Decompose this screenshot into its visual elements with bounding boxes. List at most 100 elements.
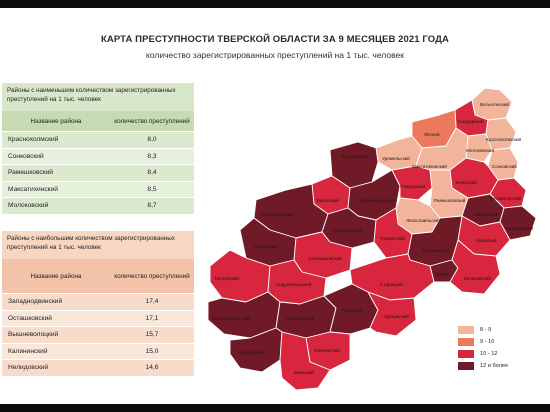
label-rzhevsky: Ржевский (342, 307, 363, 313)
table-row: Вышневолоцкий 15,7 (2, 326, 194, 343)
highest-crime-table: Районы с наибольшим количеством зарегист… (2, 231, 194, 376)
label-udomelsky: Удомельский (382, 155, 410, 161)
table-row: Краснохолмский 8,0 (2, 131, 194, 148)
label-kalyazinsky: Калязинский (506, 225, 533, 231)
row-district: Осташковский (8, 314, 52, 322)
row-district: Нелидовский (8, 364, 49, 372)
legend-swatch (458, 338, 474, 346)
column-crime-count: количество преступлений (114, 272, 190, 280)
legend-label: 10 - 12 (480, 351, 498, 357)
label-sandovsky: Сандовский (458, 118, 484, 124)
table-row: Сонковский 8,3 (2, 147, 194, 164)
label-belsky: Бельский (294, 369, 314, 375)
label-tver: ТВЕРЬ (434, 272, 449, 277)
row-district: Сонковский (8, 152, 44, 160)
row-value: 17,1 (145, 314, 159, 322)
row-value: 17,4 (145, 298, 159, 306)
district-spirovsky (391, 165, 433, 201)
label-toropetsky: Торопецкий (214, 275, 239, 281)
label-staritsky: Старицкий (380, 281, 403, 287)
legend-swatch (458, 362, 474, 370)
legend-item: 8 - 9 (458, 324, 538, 336)
label-likhoslavlsky: Лихославльский (406, 217, 441, 223)
legend-item: 12 и более (458, 360, 538, 372)
label-krasnokholmsky: Краснохолмский (486, 136, 522, 142)
label-spirovsky: Спировский (400, 183, 426, 189)
table-row: Калининский 15,0 (2, 342, 194, 359)
map-legend: 8 - 9 9 - 10 10 - 12 12 и более (458, 324, 538, 372)
legend-item: 9 - 10 (458, 336, 538, 348)
highest-table-rows: Западнодвинский 17,4 Осташковский 17,1 В… (2, 293, 194, 376)
highest-table-column-headers: Название района количество преступлений (2, 259, 194, 293)
row-value: 14,6 (145, 364, 159, 372)
table-row: Максатихинский 8,5 (2, 180, 194, 197)
row-value: 8,0 (147, 136, 157, 144)
lowest-crime-table: Районы с наименьшим количеством зарегист… (2, 83, 194, 214)
district-map-svg: Весьегонский Сандовский Лесной Краснохол… (207, 87, 537, 391)
row-district: Рамешковский (8, 169, 53, 177)
lowest-table-column-headers: Название района количество преступлений (2, 111, 194, 131)
column-district-name: Название района (30, 117, 82, 125)
label-kimrsky: Кимрский (476, 237, 497, 243)
district-konakovsky (449, 239, 501, 295)
label-kashinsky: Кашинский (474, 211, 498, 217)
row-district: Молоковский (8, 202, 49, 210)
label-bezhetsky: Бежецкий (456, 179, 477, 185)
row-district: Краснохолмский (8, 136, 59, 144)
label-maksatikhinsky: Максатихинский (412, 163, 447, 169)
row-district: Вышневолоцкий (8, 331, 59, 339)
top-frame-bar (0, 0, 550, 8)
label-molokovsky: Молоковский (466, 147, 494, 153)
label-rameshkovsky: Рамешковский (434, 197, 466, 203)
highest-table-heading: Районы с наибольшим количеством зарегист… (2, 231, 194, 259)
label-vesyegonsky: Весьегонский (480, 101, 509, 107)
row-district: Максатихинский (8, 185, 58, 193)
table-row: Западнодвинский 17,4 (2, 293, 194, 310)
label-vyshnevolotsky: Вышневолоцкий (360, 197, 395, 203)
table-row: Молоковский 8,7 (2, 197, 194, 214)
label-oleninsky: Оленинский (314, 347, 340, 353)
label-torzhoksky: Торжокский (380, 235, 405, 241)
column-district-name: Название района (30, 272, 82, 280)
label-penovsky: Пеновский (254, 243, 277, 249)
label-firovsky: Фировский (316, 197, 339, 203)
legend-label: 8 - 9 (480, 327, 492, 333)
lowest-table-rows: Краснохолмский 8,0 Сонковский 8,3 Рамешк… (2, 131, 194, 214)
label-konakovsky: Конаковский (464, 275, 491, 281)
row-value: 8,3 (147, 152, 157, 160)
legend-swatch (458, 350, 474, 358)
label-lesnoy: Лесной (424, 131, 440, 137)
label-kesovogorsky: Кесовогорский (490, 195, 522, 201)
row-value: 15,0 (145, 347, 159, 355)
label-andreapolsky: Андреапольский (276, 281, 312, 287)
row-value: 8,4 (147, 169, 157, 177)
row-value: 15,7 (145, 331, 159, 339)
row-district: Калининский (8, 347, 48, 355)
map-title: КАРТА ПРЕСТУПНОСТИ ТВЕРСКОЙ ОБЛАСТИ ЗА 9… (101, 34, 449, 45)
label-zubtsovsky: Зубцовский (384, 313, 409, 319)
label-nelidovsky: Нелидовский (286, 315, 314, 321)
lowest-table-heading: Районы с наименьшим количеством зарегист… (2, 83, 194, 111)
table-row: Нелидовский 14,6 (2, 359, 194, 376)
bottom-frame-bar (0, 404, 550, 412)
label-selizharovsky: Селижаровский (308, 255, 342, 261)
district-belsky (279, 331, 331, 391)
row-value: 8,5 (147, 185, 157, 193)
legend-swatch (458, 326, 474, 334)
legend-label: 12 и более (480, 363, 509, 369)
tver-region-crime-map: Весьегонский Сандовский Лесной Краснохол… (200, 70, 545, 402)
label-zharkovsky: Жарковский (238, 349, 264, 355)
map-subtitle: количество зарегистрированных преступлен… (146, 50, 404, 60)
row-value: 8,7 (147, 202, 157, 210)
column-crime-count: количество преступлений (114, 117, 190, 125)
row-district: Западнодвинский (8, 298, 63, 306)
label-bologovsky: Бологовский (342, 153, 369, 159)
label-zapadnodvinsky: Западнодвинский (212, 315, 250, 321)
table-row: Рамешковский 8,4 (2, 164, 194, 181)
label-kalininsky: Калининский (422, 247, 450, 253)
table-row: Осташковский 17,1 (2, 309, 194, 326)
label-sonkovsky: Сонковский (492, 163, 517, 169)
label-kuvshinovsky: Кувшиновский (332, 227, 363, 233)
label-ostashkovsky: Осташковский (262, 211, 293, 217)
district-zubtsovsky (367, 291, 417, 337)
